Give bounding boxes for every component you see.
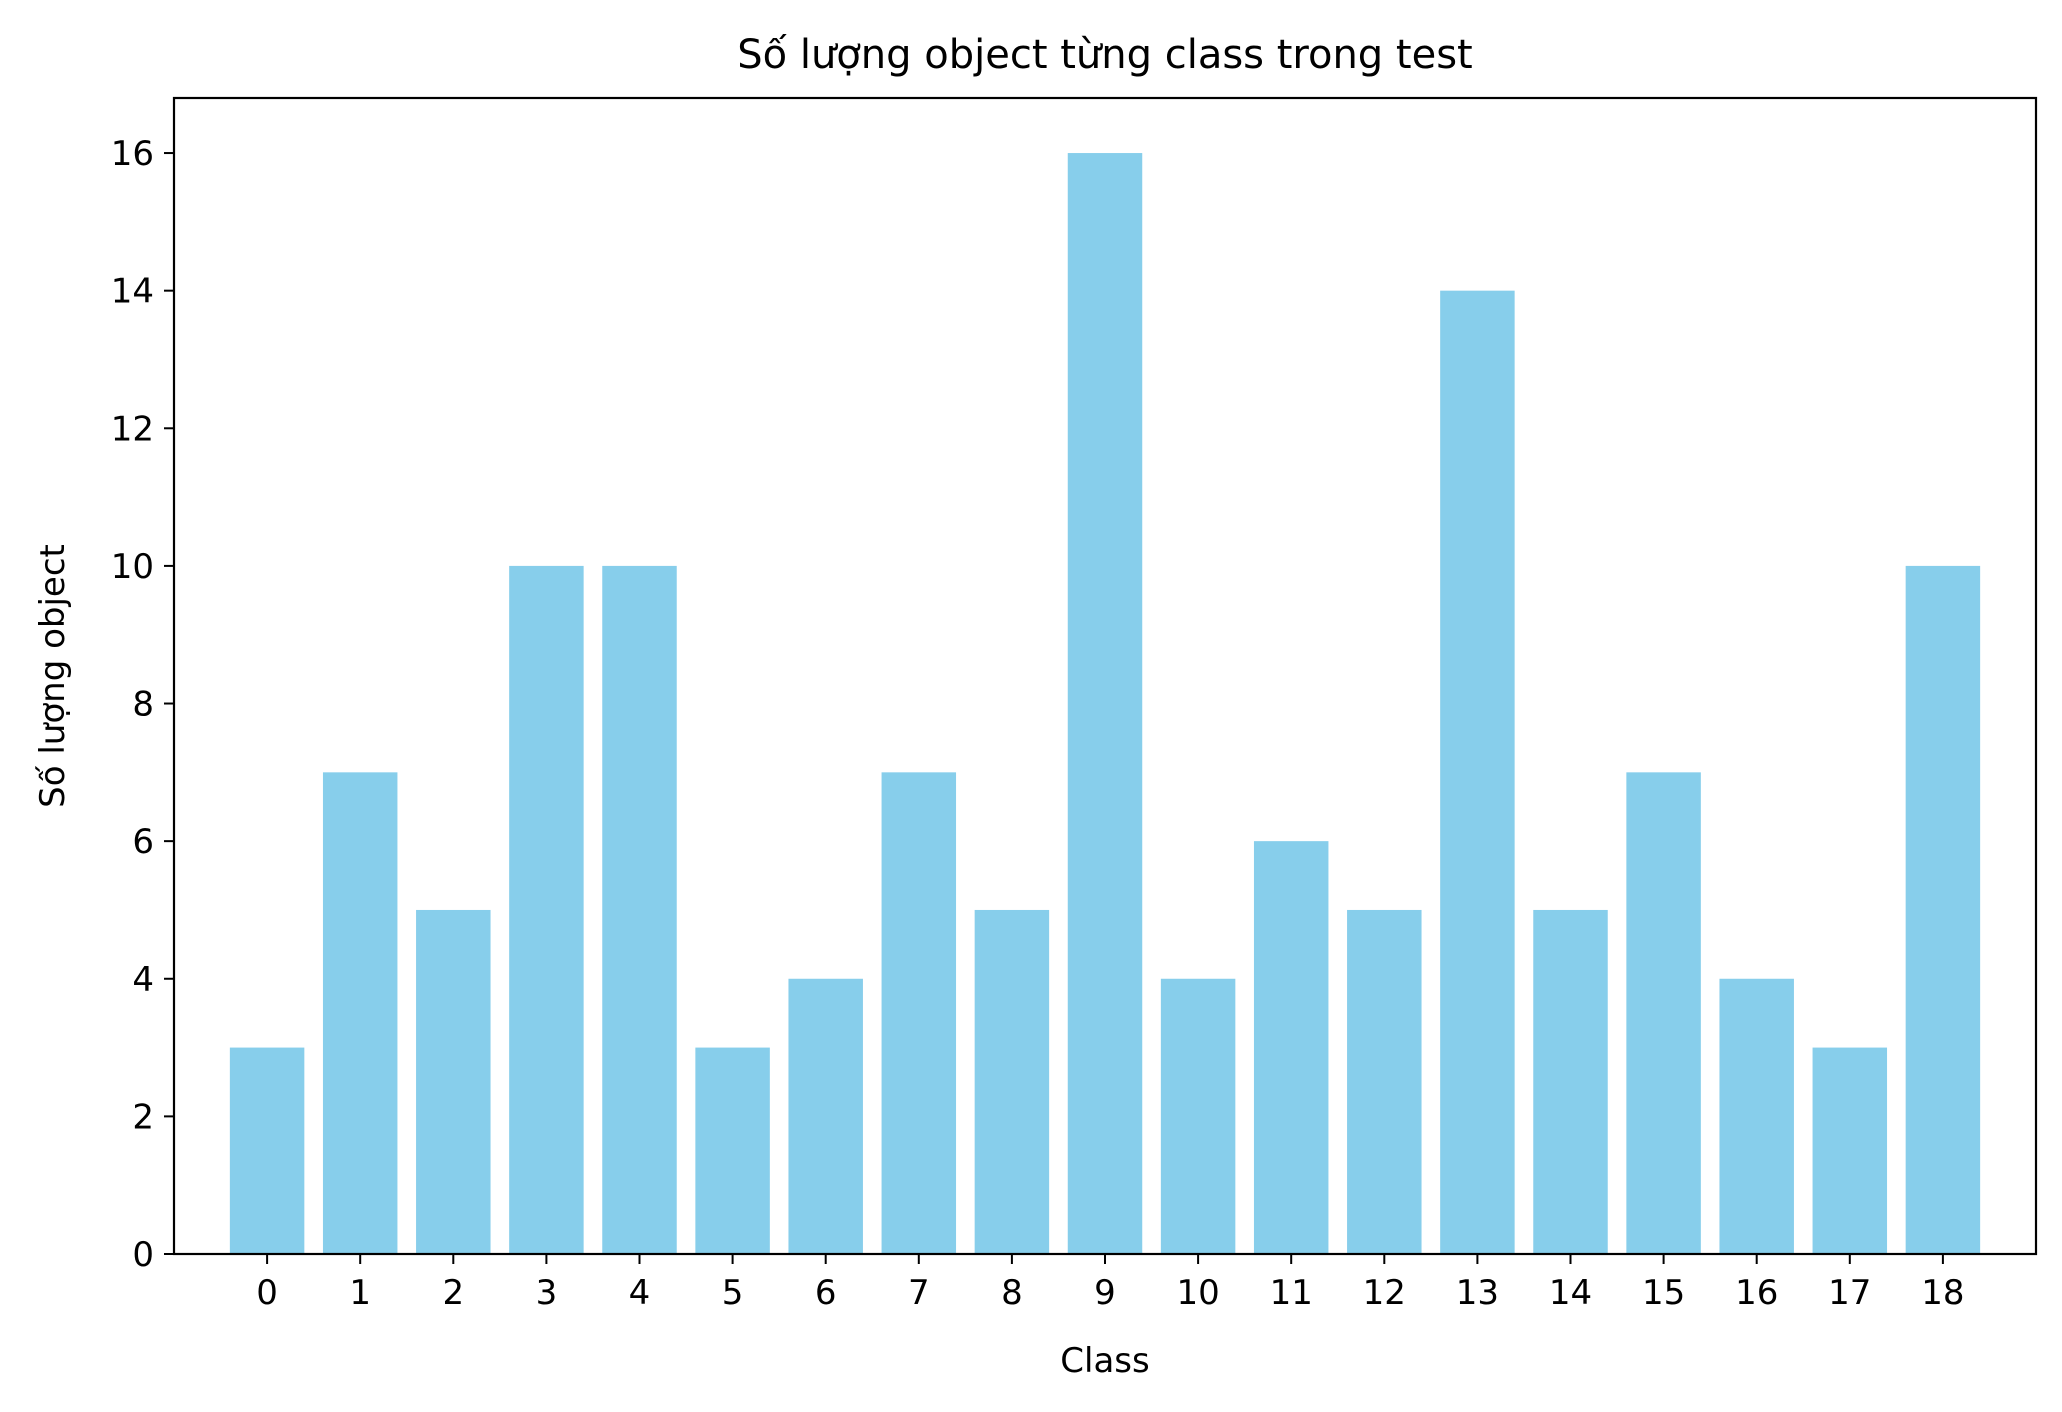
- y-tick-label: 12: [111, 409, 154, 449]
- x-tick-label: 16: [1735, 1273, 1778, 1313]
- bars-group: [229, 153, 1981, 1255]
- chart-title: Số lượng object từng class trong test: [737, 32, 1472, 78]
- bar-class-15: [1626, 772, 1701, 1254]
- x-axis-label: Class: [1060, 1341, 1149, 1381]
- x-tick-label: 2: [442, 1273, 464, 1313]
- x-tick-label: 3: [536, 1273, 558, 1313]
- x-tick-label: 14: [1549, 1273, 1592, 1313]
- x-tick-label: 18: [1921, 1273, 1964, 1313]
- x-tick-label: 15: [1642, 1273, 1685, 1313]
- bar-class-16: [1719, 978, 1794, 1254]
- y-ticks-group: 0 2 4 6 8 10 12 14 16: [111, 134, 174, 1275]
- bar-class-7: [881, 772, 957, 1254]
- x-tick-label: 11: [1270, 1273, 1313, 1313]
- plot-frame: [172, 96, 2038, 1256]
- y-tick-label: 14: [111, 272, 154, 312]
- bar-class-8: [974, 909, 1050, 1254]
- y-axis-label: Số lượng object: [33, 544, 73, 808]
- bar-class-10: [1160, 978, 1236, 1254]
- bar-class-1: [322, 772, 398, 1254]
- y-tick-label: 10: [111, 547, 154, 587]
- x-tick-label: 7: [908, 1273, 930, 1313]
- x-tick-label: 8: [1001, 1273, 1023, 1313]
- y-tick-label: 4: [132, 960, 154, 1000]
- x-tick-label: 0: [256, 1273, 278, 1313]
- x-tick-label: 5: [722, 1273, 744, 1313]
- x-tick-label: 6: [815, 1273, 837, 1313]
- bar-class-13: [1440, 290, 1515, 1255]
- x-tick-label: 13: [1456, 1273, 1499, 1313]
- bar-class-17: [1812, 1047, 1888, 1254]
- y-tick-label: 2: [132, 1097, 154, 1137]
- bar-class-0: [229, 1047, 305, 1254]
- bar-class-11: [1253, 841, 1329, 1254]
- x-tick-label: 4: [629, 1273, 651, 1313]
- bar-class-12: [1347, 909, 1422, 1254]
- x-tick-label: 12: [1363, 1273, 1406, 1313]
- y-tick-label: 6: [132, 822, 154, 862]
- bar-class-3: [509, 565, 584, 1254]
- bar-class-4: [602, 565, 677, 1254]
- x-ticks-group: 0 1 2 3 4 5 6 7 8 9 10 11 12 13 14 15 16 17 18: [256, 1254, 1965, 1313]
- bar-class-14: [1533, 909, 1608, 1254]
- bar-class-6: [788, 978, 863, 1254]
- x-tick-label: 10: [1176, 1273, 1219, 1313]
- y-tick-label: 16: [111, 134, 154, 174]
- y-tick-label: 8: [132, 685, 154, 725]
- y-tick-label: 0: [132, 1235, 154, 1275]
- bar-class-18: [1905, 565, 1981, 1254]
- bar-class-5: [695, 1047, 770, 1254]
- x-tick-label: 1: [349, 1273, 371, 1313]
- x-tick-label: 17: [1828, 1273, 1871, 1313]
- x-tick-label: 9: [1094, 1273, 1116, 1313]
- bar-class-9: [1067, 153, 1143, 1255]
- bar-class-2: [416, 909, 491, 1254]
